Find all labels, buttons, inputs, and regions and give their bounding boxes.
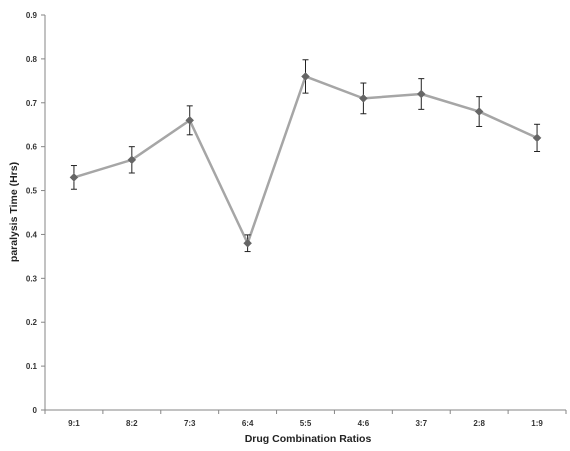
y-tick-label: 0.2	[26, 318, 38, 327]
y-axis-title: paralysis Time (Hrs)	[8, 162, 20, 262]
x-tick-label: 1:9	[531, 419, 543, 428]
x-tick-label: 7:3	[184, 419, 196, 428]
data-point	[416, 89, 426, 99]
y-tick-label: 0.9	[26, 11, 38, 20]
y-tick-label: 0.1	[26, 362, 38, 371]
data-point	[185, 115, 195, 125]
data-point	[69, 173, 79, 182]
x-tick-label: 5:5	[300, 419, 312, 428]
tick-labels: 0 0.1 0.2 0.3 0.4 0.5 0.6 0.7 0.8 0.9 9:1 8:2 7:3 6:4…	[26, 11, 544, 428]
series-line	[73, 75, 538, 245]
data-point	[532, 133, 542, 143]
y-tick-label: 0.8	[26, 55, 38, 64]
data-point	[359, 94, 368, 103]
y-tick-label: 0.3	[26, 274, 38, 283]
x-tick-label: 6:4	[242, 419, 254, 428]
x-tick-label: 2:8	[473, 419, 485, 428]
x-tick-label: 9:1	[68, 419, 80, 428]
x-tick-label: 3:7	[415, 419, 427, 428]
y-tick-label: 0.7	[26, 99, 38, 108]
data-point	[301, 72, 310, 81]
y-tick-label: 0.5	[26, 187, 38, 196]
y-tick-label: 0.6	[26, 143, 38, 152]
data-point	[243, 238, 252, 248]
y-tick-label: 0.4	[26, 230, 38, 239]
y-tick-label: 0	[33, 406, 38, 415]
axes	[41, 14, 567, 414]
data-point	[474, 107, 484, 116]
x-tick-label: 8:2	[126, 419, 138, 428]
x-tick-label: 4:6	[358, 419, 370, 428]
data-point	[127, 155, 137, 165]
x-axis-title: Drug Combination Ratios	[245, 433, 372, 445]
data-series	[69, 59, 542, 253]
